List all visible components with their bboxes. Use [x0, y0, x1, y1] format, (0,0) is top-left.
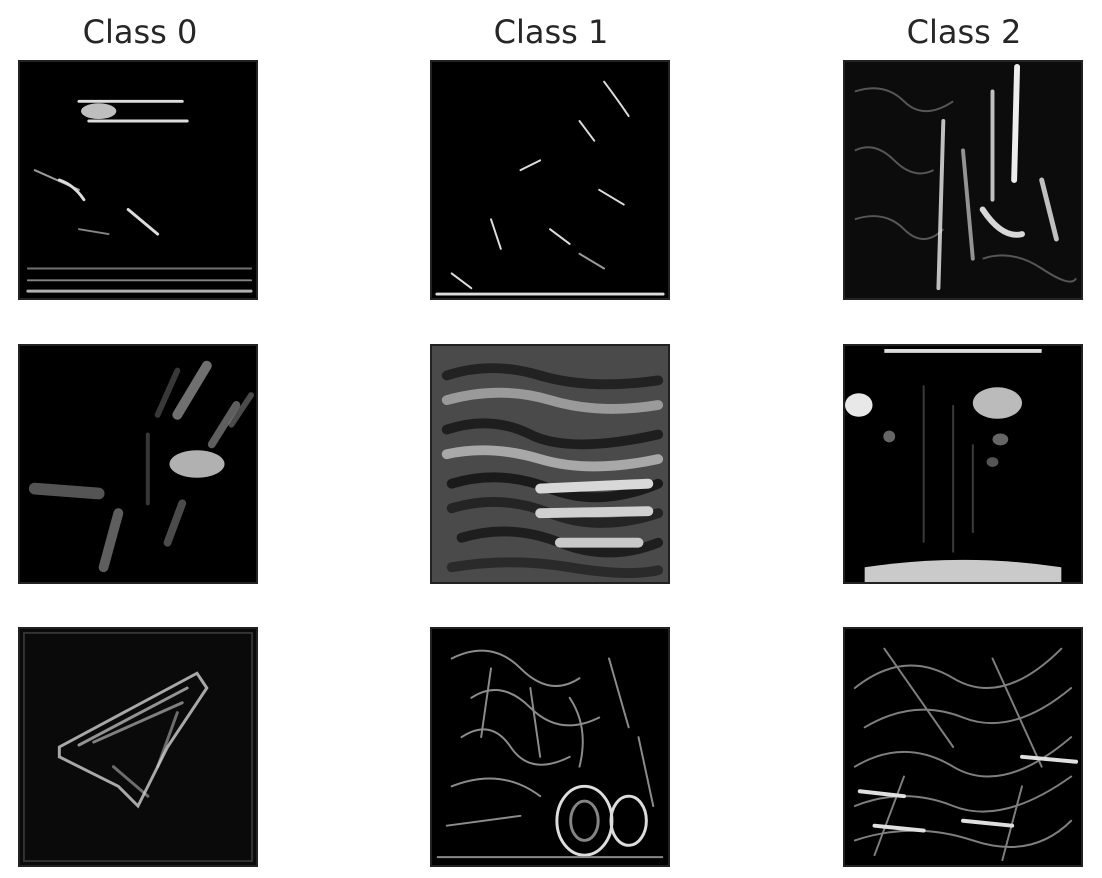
column-title-class-2: Class 2 [906, 13, 1022, 51]
feature-map-row1-class2 [843, 344, 1083, 584]
column-title-class-0: Class 0 [82, 13, 198, 51]
column-title-class-1: Class 1 [493, 13, 609, 51]
feature-map-row2-class0 [18, 627, 258, 867]
feature-map-row1-class0 [18, 344, 258, 584]
feature-map-row0-class1 [430, 60, 670, 300]
feature-map-row2-class1 [430, 627, 670, 867]
feature-map-row0-class2 [843, 60, 1083, 300]
feature-map-row1-class1 [430, 344, 670, 584]
feature-map-row2-class2 [843, 627, 1083, 867]
feature-map-row0-class0 [18, 60, 258, 300]
